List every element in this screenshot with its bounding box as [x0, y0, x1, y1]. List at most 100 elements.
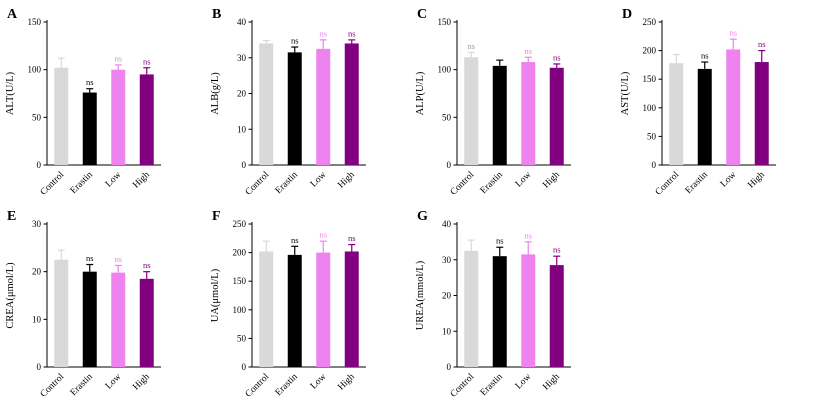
x-tick-label: Erastin	[479, 372, 505, 398]
bar-control	[54, 67, 69, 165]
y-axis-label: CREA(μmol/L)	[5, 262, 16, 329]
ns-annotation: ns	[143, 56, 151, 66]
bar-low	[111, 69, 126, 165]
bar-chart-svg: 0 10 20 30 40 ALB(g/L) Control ns Erastin ns Low ns…	[210, 17, 366, 198]
chart-urea: 0 10 20 30 40 UREA(mmol/L) Control ns Erastin ns L…	[410, 204, 615, 409]
bar-high	[754, 62, 769, 165]
bar-chart-svg: 0 50 100 150 200 250 UA(μmol/L) Control ns Erasti…	[210, 219, 366, 400]
bar-high	[549, 265, 564, 367]
y-tick-label: 30	[237, 53, 247, 63]
x-tick-label: High	[541, 170, 562, 191]
ns-annotation: ns	[143, 260, 151, 270]
y-tick-label: 100	[28, 65, 42, 75]
panel-b: B 0 10 20 30 40 ALB(g/L) Control ns Erastin ns Low…	[205, 2, 410, 207]
panel-letter-g: G	[417, 209, 428, 224]
ns-annotation: ns	[86, 253, 94, 263]
bar-erastin	[492, 256, 507, 367]
panel-empty	[615, 204, 820, 409]
x-tick-label: High	[746, 170, 767, 191]
x-tick-label: Low	[309, 170, 328, 189]
x-tick-label: High	[336, 372, 357, 393]
ns-annotation: ns	[114, 254, 122, 264]
x-tick-label: Control	[39, 372, 67, 400]
bar-chart-svg: 0 10 20 30 40 UREA(mmol/L) Control ns Erastin ns L…	[415, 219, 571, 400]
y-tick-label: 50	[32, 112, 42, 122]
chart-alb: 0 10 20 30 40 ALB(g/L) Control ns Erastin ns Low ns…	[205, 2, 410, 207]
y-tick-label: 250	[643, 17, 657, 27]
ns-annotation: ns	[553, 52, 561, 62]
y-tick-label: 30	[442, 255, 452, 265]
y-tick-label: 100	[233, 305, 247, 315]
bar-erastin	[82, 271, 97, 367]
y-tick-label: 0	[242, 160, 247, 170]
ns-annotation: ns	[467, 41, 475, 51]
x-tick-label: Control	[449, 170, 477, 198]
panel-g: G 0 10 20 30 40 UREA(mmol/L) Control ns Erastin n…	[410, 204, 615, 409]
bar-high	[139, 278, 154, 367]
ns-annotation: ns	[524, 46, 532, 56]
y-tick-label: 150	[28, 17, 42, 27]
chart-ast: 0 50 100 150 200 250 AST(U/L) Control ns Erastin n…	[615, 2, 820, 207]
bar-erastin	[82, 92, 97, 165]
x-tick-label: Low	[514, 372, 533, 391]
x-tick-label: Low	[104, 372, 123, 391]
y-tick-label: 10	[32, 314, 42, 324]
y-tick-label: 20	[442, 291, 452, 301]
chart-alp: 0 50 100 150 ALP(U/L) ns Control Erastin ns Low ns…	[410, 2, 615, 207]
panel-e: E 0 10 20 30 CREA(μmol/L) Control ns Erastin ns L…	[0, 204, 205, 409]
bar-erastin	[287, 254, 302, 367]
panel-letter-d: D	[622, 7, 633, 22]
chart-row-bottom: E 0 10 20 30 CREA(μmol/L) Control ns Erastin ns L…	[0, 204, 820, 409]
ns-annotation: ns	[86, 77, 94, 87]
bar-low	[726, 49, 741, 165]
bar-low	[111, 272, 126, 367]
x-tick-label: Control	[244, 170, 272, 198]
y-axis-label: AST(U/L)	[620, 71, 631, 115]
bar-low	[521, 254, 536, 367]
bar-erastin	[697, 68, 712, 165]
panel-letter-c: C	[417, 7, 428, 22]
panel-letter-e: E	[7, 209, 17, 224]
ns-annotation: ns	[291, 235, 299, 245]
x-tick-label: Control	[39, 170, 67, 198]
x-tick-label: Low	[104, 170, 123, 189]
bar-control	[464, 57, 479, 166]
x-tick-label: High	[336, 170, 357, 191]
y-tick-label: 40	[442, 219, 452, 229]
bar-chart-svg: 0 50 100 150 200 250 AST(U/L) Control ns Erastin n…	[620, 17, 776, 198]
panel-d: D 0 50 100 150 200 250 AST(U/L) Control ns Erasti…	[615, 2, 820, 207]
ns-annotation: ns	[701, 51, 709, 61]
x-tick-label: Erastin	[684, 170, 710, 196]
x-tick-label: Low	[309, 372, 328, 391]
ns-annotation: ns	[496, 236, 504, 246]
x-tick-label: Control	[244, 372, 272, 400]
y-axis-label: ALP(U/L)	[415, 71, 426, 115]
panel-a: A 0 50 100 150 ALT(U/L) Control ns Erastin ns Low…	[0, 2, 205, 207]
bar-chart-svg: 0 50 100 150 ALT(U/L) Control ns Erastin ns Low ns…	[5, 17, 161, 198]
x-tick-label: Erastin	[69, 170, 95, 196]
bar-erastin	[492, 65, 507, 165]
panel-letter-a: A	[7, 7, 18, 22]
y-tick-label: 150	[233, 276, 247, 286]
chart-ua: 0 50 100 150 200 250 UA(μmol/L) Control ns Erasti…	[205, 204, 410, 409]
bar-high	[549, 67, 564, 165]
y-tick-label: 250	[233, 219, 247, 229]
bar-erastin	[287, 52, 302, 166]
ns-annotation: ns	[553, 245, 561, 255]
y-tick-label: 0	[447, 160, 452, 170]
y-tick-label: 0	[37, 362, 42, 372]
ns-annotation: ns	[291, 36, 299, 46]
y-tick-label: 200	[643, 46, 657, 56]
y-tick-label: 20	[32, 267, 42, 277]
y-tick-label: 10	[237, 124, 247, 134]
bar-control	[54, 259, 69, 367]
y-tick-label: 100	[643, 103, 657, 113]
bar-low	[316, 252, 331, 367]
y-tick-label: 100	[438, 65, 452, 75]
bar-chart-svg: 0 10 20 30 CREA(μmol/L) Control ns Erastin ns Low…	[5, 219, 161, 400]
y-axis-label: UREA(mmol/L)	[415, 260, 426, 330]
y-tick-label: 0	[447, 362, 452, 372]
bar-control	[464, 250, 479, 367]
ns-annotation: ns	[114, 53, 122, 63]
